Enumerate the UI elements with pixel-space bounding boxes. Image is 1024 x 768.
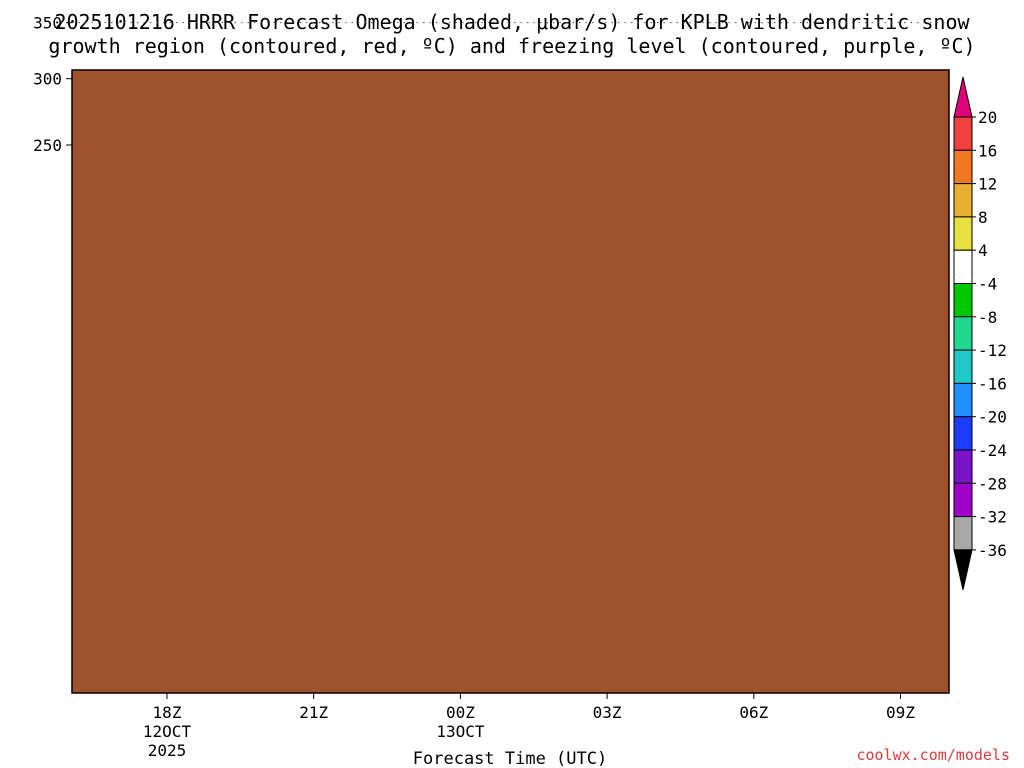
colorbar-box [953,349,973,384]
colorbar-top-arrow [953,76,973,118]
colorbar-box [953,116,973,151]
colorbar-box [953,249,973,284]
colorbar-bottom-arrow [953,549,973,591]
y-tick-label: 250 [33,136,62,155]
ground-band [72,70,949,693]
colorbar-box [953,516,973,551]
colorbar-box [953,283,973,318]
colorbar-label: -16 [978,374,1007,393]
colorbar-label: 16 [978,141,997,160]
colorbar-label: -12 [978,341,1007,360]
omega-region-green [40,0,206,46]
omega-shading [40,0,949,693]
chart-title-line-2: growth region (contoured, red, ºC) and f… [48,34,976,58]
y-tick-label: 300 [33,70,62,89]
colorbar-box [953,216,973,251]
y-tick-label: 350 [33,14,62,33]
colorbar-label: 4 [978,241,988,260]
x-tick-date-label: 13OCT [436,722,485,741]
colorbar-label: 20 [978,108,997,127]
colorbar-label: -36 [978,541,1007,560]
x-tick-date-label: 12OCT [143,722,192,741]
colorbar-label: -4 [978,275,997,294]
x-tick-label: 09Z [886,703,915,722]
colorbar-box [953,482,973,518]
colorbar-label: -8 [978,308,997,327]
y-axis: 2503003504004505005506006507007508008509… [33,14,72,155]
omega-region-green [213,70,247,74]
plot-frame [71,69,950,694]
x-tick-label: 06Z [739,703,768,722]
x-axis-label: Forecast Time (UTC) [413,749,607,768]
colorbar-label: -28 [978,474,1007,493]
x-tick-year-label: 2025 [148,741,187,760]
colorbar-label: 12 [978,175,997,194]
colorbar-label: -20 [978,408,1007,427]
colorbar-box [953,183,973,218]
x-tick-label: 18Z [153,703,182,722]
credit-text: coolwx.com/models [856,746,1010,764]
colorbar-label: 8 [978,208,988,227]
colorbar: 20 16 12 8 4 -4 -8 -12 -16 -20 -24 -28 -32 -36 [953,76,1007,591]
colorbar-box [953,416,973,451]
x-tick-label: 21Z [299,703,328,722]
colorbar-label: -24 [978,441,1007,460]
chart-title-line-1: 2025101216 HRRR Forecast Omega (shaded, … [54,10,970,34]
omega-region-teal [73,0,148,24]
colorbar-box [953,316,973,351]
colorbar-box [953,449,973,484]
x-tick-label: 00Z [446,703,475,722]
x-tick-label: 03Z [593,703,622,722]
colorbar-label: -32 [978,508,1007,527]
colorbar-box [953,382,973,418]
colorbar-box [953,149,973,185]
